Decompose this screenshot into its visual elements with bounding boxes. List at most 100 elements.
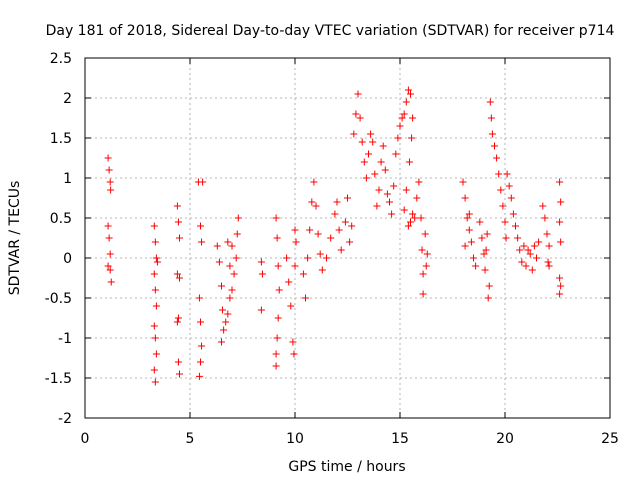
data-point: [257, 306, 265, 314]
data-point: [232, 254, 240, 262]
data-point: [556, 290, 564, 298]
data-point: [421, 230, 429, 238]
data-point: [408, 134, 416, 142]
tick-labels: 0 5 10 15 20 25 -2 -1.5 -1 -0.5 0 0.5 1 1.5 2 2.5: [45, 51, 619, 447]
data-point: [354, 90, 362, 98]
data-point: [392, 150, 400, 158]
data-point: [150, 222, 158, 230]
data-point: [257, 258, 265, 266]
data-point: [174, 314, 182, 322]
data-point: [195, 372, 203, 380]
data-point: [483, 230, 491, 238]
data-point: [275, 286, 283, 294]
data-point: [400, 110, 408, 118]
ticks: [84, 57, 611, 419]
data-point: [104, 154, 112, 162]
data-point: [327, 234, 335, 242]
data-point: [486, 98, 494, 106]
data-point: [407, 218, 414, 226]
data-point: [419, 270, 427, 278]
data-point: [386, 198, 393, 206]
data-point: [501, 218, 509, 226]
y-tick-label: -1.5: [45, 371, 72, 387]
y-tick-label: 2: [63, 91, 72, 107]
data-point: [151, 286, 159, 294]
data-point: [318, 266, 326, 274]
data-point: [545, 242, 553, 250]
data-point: [530, 242, 538, 250]
data-point: [341, 218, 349, 226]
data-point: [173, 318, 181, 326]
x-tick-label: 25: [601, 431, 619, 447]
data-point: [463, 214, 471, 222]
data-point: [304, 254, 312, 262]
data-point: [151, 334, 159, 342]
data-point: [228, 286, 236, 294]
data-point: [195, 294, 203, 302]
data-point: [222, 318, 230, 326]
data-point: [419, 290, 427, 298]
data-point: [556, 274, 564, 282]
data-point: [352, 110, 360, 118]
data-point: [224, 238, 232, 246]
data-point: [394, 134, 402, 142]
data-point: [465, 210, 473, 218]
data-point: [507, 194, 515, 202]
data-point: [272, 362, 280, 370]
data-point: [388, 210, 396, 218]
chart-title: Day 181 of 2018, Sidereal Day-to-day VTE…: [46, 23, 615, 39]
data-point: [104, 222, 112, 230]
data-point: [472, 262, 480, 270]
data-point: [404, 86, 412, 94]
data-point: [400, 206, 408, 214]
data-point: [292, 238, 300, 246]
data-point: [272, 350, 280, 358]
data-point: [418, 246, 426, 254]
data-point: [197, 222, 204, 230]
data-point: [465, 226, 473, 234]
data-point: [174, 358, 182, 366]
data-point: [411, 214, 419, 222]
y-tick-label: 1.5: [50, 131, 72, 147]
data-point: [230, 270, 238, 278]
data-point: [398, 114, 406, 122]
data-point: [413, 194, 421, 202]
data-point: [470, 254, 477, 262]
data-point: [299, 270, 307, 278]
data-point: [405, 158, 413, 166]
data-point: [213, 242, 221, 250]
data-point: [543, 230, 551, 238]
y-tick-label: -0.5: [45, 291, 72, 307]
data-point: [258, 270, 266, 278]
data-point: [409, 210, 417, 218]
data-point: [381, 166, 389, 174]
y-tick-label: -2: [58, 411, 72, 427]
data-point: [198, 238, 206, 246]
data-point: [482, 246, 490, 254]
data-point: [516, 246, 524, 254]
data-point: [283, 254, 291, 262]
data-point: [503, 170, 511, 178]
data-point: [151, 238, 159, 246]
x-axis-label: GPS time / hours: [288, 459, 405, 475]
data-point: [509, 210, 517, 218]
y-tick-label: 2.5: [50, 51, 72, 67]
data-point: [518, 258, 526, 266]
data-point: [198, 342, 206, 350]
data-point: [272, 214, 280, 222]
data-point: [285, 278, 293, 286]
data-point: [107, 186, 115, 194]
data-point: [331, 210, 339, 218]
data-point: [488, 130, 496, 138]
data-point: [350, 130, 358, 138]
data-point: [150, 322, 158, 330]
data-point: [226, 262, 234, 270]
y-axis-label: SDTVAR / TECUs: [7, 181, 23, 296]
data-point: [153, 258, 161, 266]
data-point: [535, 238, 543, 246]
data-point: [409, 114, 417, 122]
grid: [85, 58, 610, 418]
data-point: [484, 294, 492, 302]
data-point: [274, 262, 282, 270]
data-point: [348, 222, 356, 230]
